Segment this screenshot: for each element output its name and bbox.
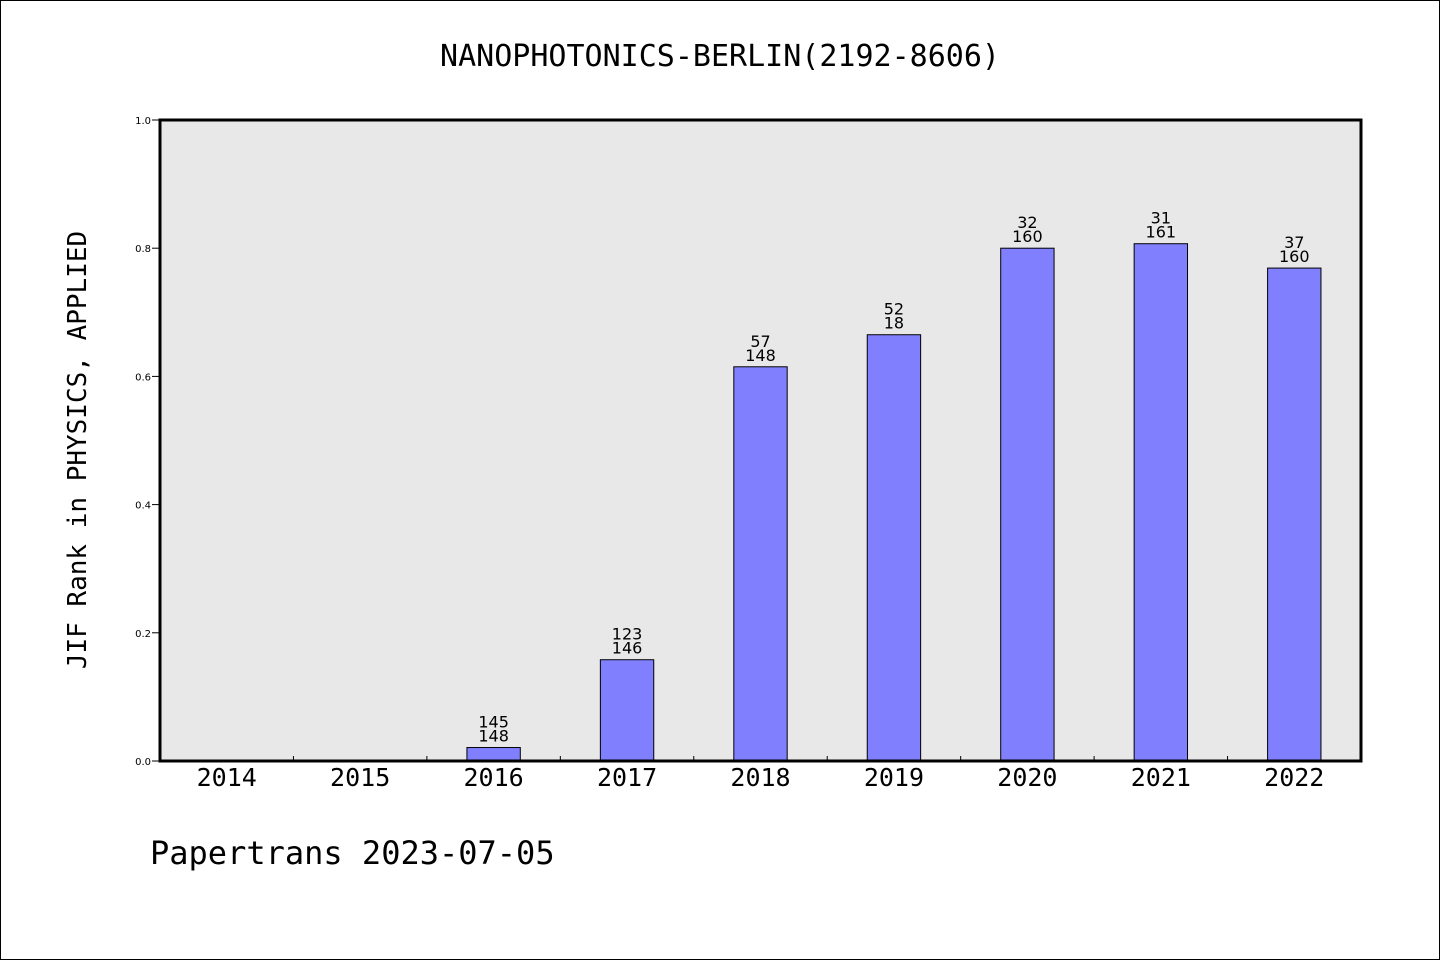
x-tick-label: 2022 bbox=[1264, 763, 1324, 792]
bar-label-rank: 31 bbox=[1151, 209, 1171, 228]
bar-label-total: 146 bbox=[612, 639, 643, 658]
bar-label-rank: 52 bbox=[884, 300, 904, 319]
x-tick-label: 2018 bbox=[730, 763, 790, 792]
bar-2022 bbox=[1267, 267, 1322, 762]
bar-label-total: 160 bbox=[1012, 227, 1043, 246]
plot-border bbox=[158, 118, 1363, 763]
y-tick-label: 1.0 bbox=[135, 116, 151, 127]
x-tick-label: 2021 bbox=[1131, 763, 1191, 792]
bar-2018 bbox=[733, 366, 788, 762]
y-tick-label: 0.2 bbox=[135, 629, 151, 640]
y-tick-label: 0.6 bbox=[135, 372, 151, 383]
bar-label-total: 148 bbox=[478, 727, 509, 746]
bar-label-total: 18 bbox=[884, 314, 904, 333]
y-tick-label: 0.0 bbox=[135, 757, 151, 768]
ticks-group: 2014 2015 2016 2017 2018 2019 2020 2021 2022 0.0 0… bbox=[135, 116, 1324, 792]
y-tick-label: 0.8 bbox=[135, 244, 151, 255]
bar-2021 bbox=[1133, 243, 1189, 762]
bar-label-rank: 37 bbox=[1284, 233, 1304, 252]
chart-title: NANOPHOTONICS-BERLIN(2192-8606) bbox=[440, 39, 1000, 74]
y-tick-label: 0.4 bbox=[135, 501, 151, 512]
y-axis-label: JIF Rank in PHYSICS, APPLIED bbox=[63, 231, 93, 669]
x-tick-label: 2014 bbox=[197, 763, 257, 792]
x-tick-label: 2015 bbox=[330, 763, 390, 792]
bar-label-total: 161 bbox=[1146, 223, 1177, 242]
bar-2020 bbox=[1000, 247, 1055, 762]
x-tick-label: 2017 bbox=[597, 763, 657, 792]
bar-label-total: 160 bbox=[1279, 247, 1310, 266]
bar-2016 bbox=[466, 747, 521, 762]
bar-2019 bbox=[866, 334, 922, 762]
bar-label-rank: 32 bbox=[1017, 213, 1037, 232]
x-tick-label: 2020 bbox=[997, 763, 1057, 792]
footer-text: Papertrans 2023-07-05 bbox=[150, 834, 555, 872]
bar-label-rank: 123 bbox=[612, 625, 643, 644]
bar-2017 bbox=[599, 659, 655, 762]
x-tick-label: 2016 bbox=[464, 763, 524, 792]
x-tick-label: 2019 bbox=[864, 763, 924, 792]
bar-label-total: 148 bbox=[745, 346, 776, 365]
bar-label-rank: 57 bbox=[750, 332, 770, 351]
bar-label-rank: 145 bbox=[478, 713, 509, 732]
